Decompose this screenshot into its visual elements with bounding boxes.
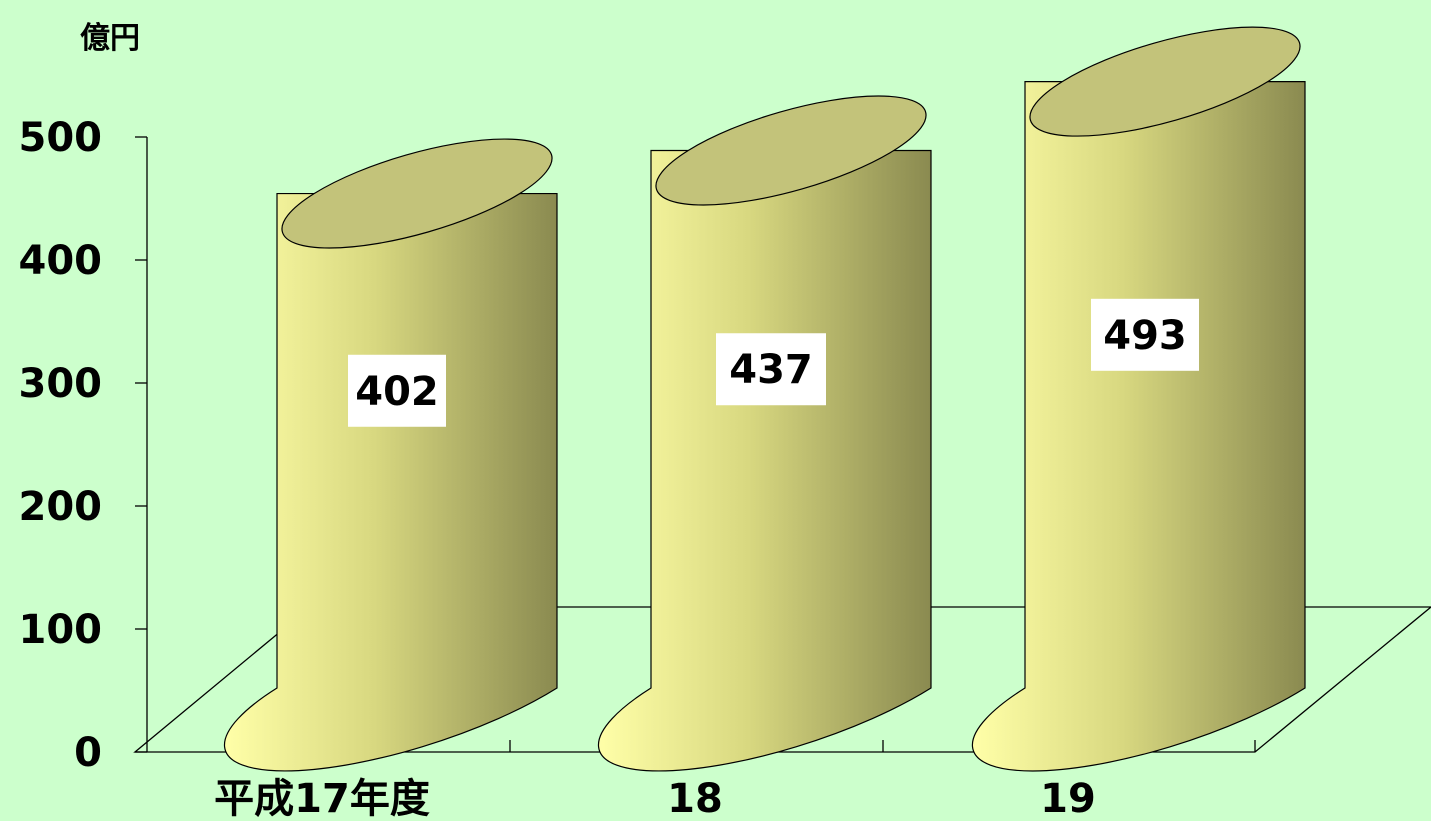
category-label-2: 19 [1040,776,1096,821]
bar-body-0 [223,192,558,772]
data-label-box-0 [348,354,446,427]
floor-plane [133,606,1431,753]
category-label-0: 平成17年度 [214,776,430,821]
y-tick-label-0: 0 [74,730,102,776]
data-label-0: 402 [355,369,439,415]
bars: 402 437 493 [223,26,1306,772]
data-label-1: 437 [729,347,813,393]
bar-top-1 [655,95,927,206]
data-label-box-1 [716,333,826,406]
y-tick-label-5: 500 [19,115,103,161]
y-tick-label-4: 400 [19,238,103,284]
bar-body-1 [597,149,932,772]
bar-0: 402 [223,138,558,772]
y-tick-label-2: 200 [19,484,103,530]
bar-top-2 [1029,26,1301,137]
x-ticks [509,740,1256,752]
bar-1: 437 [597,95,932,772]
bar-body-2 [971,81,1306,772]
y-ticks: 0 100 200 300 400 500 [19,115,147,776]
bar-2: 493 [971,26,1306,772]
y-tick-label-3: 300 [19,361,103,407]
y-axis-unit: 億円 [80,21,140,56]
category-label-1: 18 [667,776,723,821]
y-tick-label-1: 100 [19,607,103,653]
data-label-2: 493 [1103,313,1187,359]
data-label-box-2 [1091,298,1199,371]
bar-top-0 [281,138,553,249]
